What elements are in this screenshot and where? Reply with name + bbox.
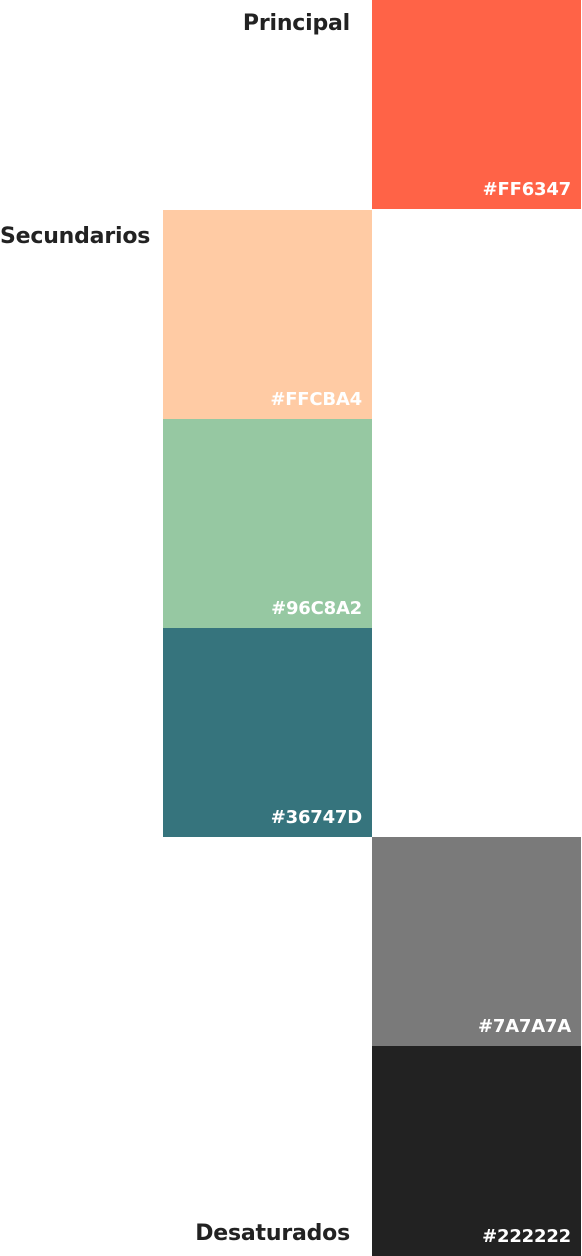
hex-code-label: #222222 [482, 1226, 571, 1247]
hex-code-label: #FFCBA4 [270, 389, 362, 410]
color-swatch-principal: #FF6347 [372, 0, 581, 209]
color-swatch-secundario-3: #36747D [163, 628, 372, 837]
section-label-secundarios: Secundarios [0, 224, 151, 249]
color-swatch-secundario-2: #96C8A2 [163, 419, 372, 628]
hex-code-label: #96C8A2 [271, 598, 362, 619]
hex-code-label: #36747D [270, 807, 362, 828]
hex-code-label: #FF6347 [482, 179, 572, 200]
hex-code-label: #7A7A7A [477, 1016, 571, 1037]
section-label-desaturados: Desaturados [195, 1221, 350, 1246]
color-swatch-desaturado-2: #222222 [372, 1046, 581, 1256]
color-swatch-desaturado-1: #7A7A7A [372, 837, 581, 1046]
color-swatch-secundario-1: #FFCBA4 [163, 210, 372, 419]
section-label-principal: Principal [242, 11, 350, 36]
